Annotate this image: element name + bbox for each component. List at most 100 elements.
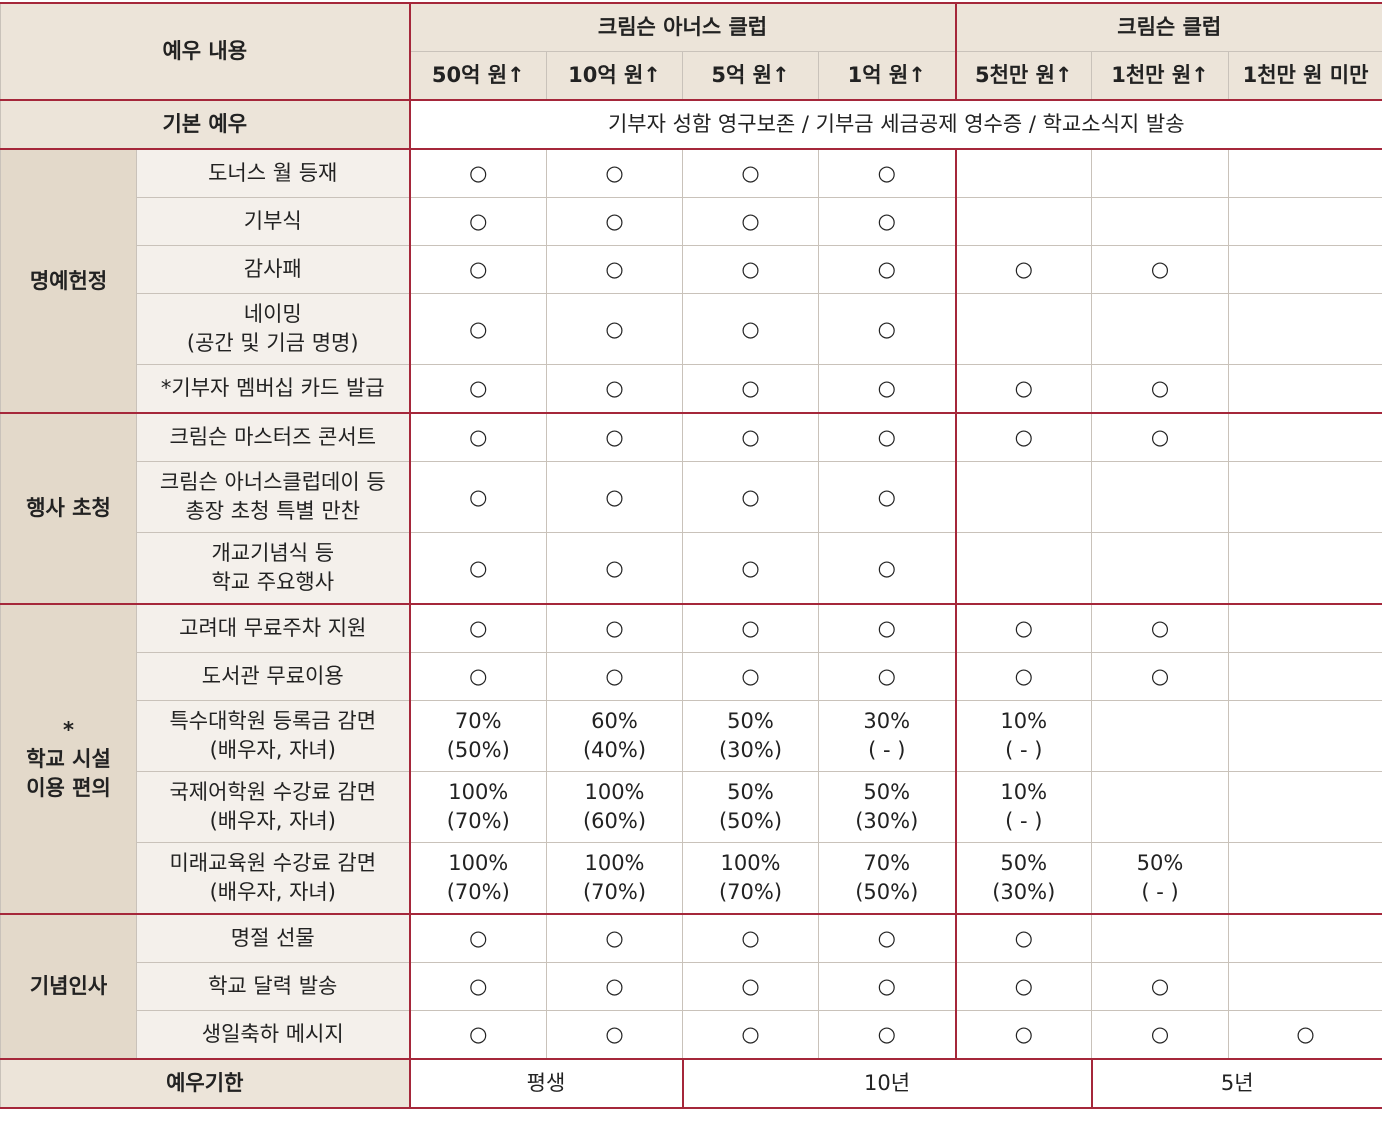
benefit-cell xyxy=(956,198,1092,246)
benefit-cell: ○ xyxy=(956,653,1092,701)
benefit-cell: ○ xyxy=(819,914,956,963)
benefit-cell: ○ xyxy=(1092,604,1229,653)
benefit-cell: ○ xyxy=(819,604,956,653)
benefit-cell xyxy=(1229,914,1382,963)
table-row: 크림슨 아너스클럽데이 등 총장 초청 특별 만찬○○○○ xyxy=(1,462,1382,533)
section-label: 명예헌정 xyxy=(1,149,137,413)
benefit-cell: 100% (60%) xyxy=(547,772,683,843)
benefit-cell: ○ xyxy=(819,198,956,246)
benefit-cell: 50% (50%) xyxy=(683,772,819,843)
benefit-cell xyxy=(1092,462,1229,533)
item-label: 기부식 xyxy=(137,198,410,246)
benefit-cell: ○ xyxy=(547,246,683,294)
item-label: 학교 달력 발송 xyxy=(137,963,410,1011)
benefit-cell: ○ xyxy=(1092,963,1229,1011)
benefit-cell: ○ xyxy=(547,462,683,533)
benefit-cell: ○ xyxy=(547,294,683,365)
item-label: 개교기념식 등 학교 주요행사 xyxy=(137,533,410,605)
benefit-cell xyxy=(1092,701,1229,772)
benefit-cell xyxy=(956,533,1092,605)
benefit-cell: ○ xyxy=(819,413,956,462)
item-label: 미래교육원 수강료 감면 (배우자, 자녀) xyxy=(137,843,410,915)
tier-label: 1천만 원↑ xyxy=(1092,52,1229,101)
item-label: *기부자 멤버십 카드 발급 xyxy=(137,365,410,414)
table-row: 국제어학원 수강료 감면 (배우자, 자녀)100% (70%)100% (60… xyxy=(1,772,1382,843)
table-row: 감사패○○○○○○ xyxy=(1,246,1382,294)
benefit-cell xyxy=(956,462,1092,533)
benefit-cell: ○ xyxy=(410,1011,547,1060)
benefit-cell: 70% (50%) xyxy=(819,843,956,915)
item-label: 생일축하 메시지 xyxy=(137,1011,410,1060)
header-label: 예우 내용 xyxy=(1,3,410,100)
benefit-cell: ○ xyxy=(410,365,547,414)
benefit-cell: ○ xyxy=(1092,413,1229,462)
benefit-cell: ○ xyxy=(410,198,547,246)
benefit-cell xyxy=(1229,413,1382,462)
benefit-cell: ○ xyxy=(683,246,819,294)
benefit-cell: ○ xyxy=(683,1011,819,1060)
benefit-cell: ○ xyxy=(956,604,1092,653)
benefit-cell: 100% (70%) xyxy=(547,843,683,915)
table-row: 도서관 무료이용○○○○○○ xyxy=(1,653,1382,701)
benefit-cell: ○ xyxy=(410,914,547,963)
benefit-cell: ○ xyxy=(683,914,819,963)
benefit-cell xyxy=(1229,604,1382,653)
benefit-cell: ○ xyxy=(819,246,956,294)
benefit-cell: ○ xyxy=(819,653,956,701)
benefit-cell: 100% (70%) xyxy=(683,843,819,915)
section-label: 행사 초청 xyxy=(1,413,137,604)
benefit-cell: ○ xyxy=(547,149,683,198)
benefit-cell: ○ xyxy=(1229,1011,1382,1060)
benefit-cell: ○ xyxy=(819,963,956,1011)
period-cell: 10년 xyxy=(683,1059,1092,1108)
benefit-cell xyxy=(1092,533,1229,605)
benefit-cell: 50% (30%) xyxy=(956,843,1092,915)
basic-text: 기부자 성함 영구보존 / 기부금 세금공제 영수증 / 학교소식지 발송 xyxy=(410,100,1382,149)
benefit-cell: ○ xyxy=(410,294,547,365)
item-label: 특수대학원 등록금 감면 (배우자, 자녀) xyxy=(137,701,410,772)
benefit-cell: ○ xyxy=(547,533,683,605)
benefit-cell: ○ xyxy=(683,294,819,365)
item-label: 고려대 무료주차 지원 xyxy=(137,604,410,653)
benefit-cell: ○ xyxy=(819,462,956,533)
benefit-cell xyxy=(1092,772,1229,843)
benefit-cell: ○ xyxy=(410,246,547,294)
benefit-cell xyxy=(1092,198,1229,246)
item-label: 도너스 월 등재 xyxy=(137,149,410,198)
table-row: 개교기념식 등 학교 주요행사○○○○ xyxy=(1,533,1382,605)
benefit-cell: ○ xyxy=(956,246,1092,294)
item-label: 국제어학원 수강료 감면 (배우자, 자녀) xyxy=(137,772,410,843)
benefit-cell: 50% (30%) xyxy=(683,701,819,772)
benefit-cell: ○ xyxy=(683,604,819,653)
benefit-cell: ○ xyxy=(410,413,547,462)
benefit-cell: ○ xyxy=(683,198,819,246)
benefit-cell xyxy=(1229,246,1382,294)
benefit-cell: ○ xyxy=(683,963,819,1011)
item-label: 크림슨 마스터즈 콘서트 xyxy=(137,413,410,462)
benefit-cell xyxy=(1229,653,1382,701)
benefit-cell: ○ xyxy=(683,365,819,414)
benefit-cell: 30% ( - ) xyxy=(819,701,956,772)
benefit-cell: 100% (70%) xyxy=(410,843,547,915)
table-row: 특수대학원 등록금 감면 (배우자, 자녀)70% (50%)60% (40%)… xyxy=(1,701,1382,772)
benefit-cell: ○ xyxy=(410,462,547,533)
benefit-cell xyxy=(956,149,1092,198)
benefit-cell: 50% ( - ) xyxy=(1092,843,1229,915)
table-row: 네이밍 (공간 및 기금 명명)○○○○ xyxy=(1,294,1382,365)
benefit-cell: ○ xyxy=(819,149,956,198)
benefit-cell: ○ xyxy=(410,653,547,701)
benefit-cell: ○ xyxy=(547,198,683,246)
tier-label: 1억 원↑ xyxy=(819,52,956,101)
benefit-cell: ○ xyxy=(1092,1011,1229,1060)
table-row: 학교 달력 발송○○○○○○ xyxy=(1,963,1382,1011)
benefit-cell: ○ xyxy=(547,1011,683,1060)
benefit-cell: ○ xyxy=(683,149,819,198)
benefit-cell: 70% (50%) xyxy=(410,701,547,772)
benefit-cell: ○ xyxy=(819,365,956,414)
item-label: 감사패 xyxy=(137,246,410,294)
benefit-cell: ○ xyxy=(683,462,819,533)
